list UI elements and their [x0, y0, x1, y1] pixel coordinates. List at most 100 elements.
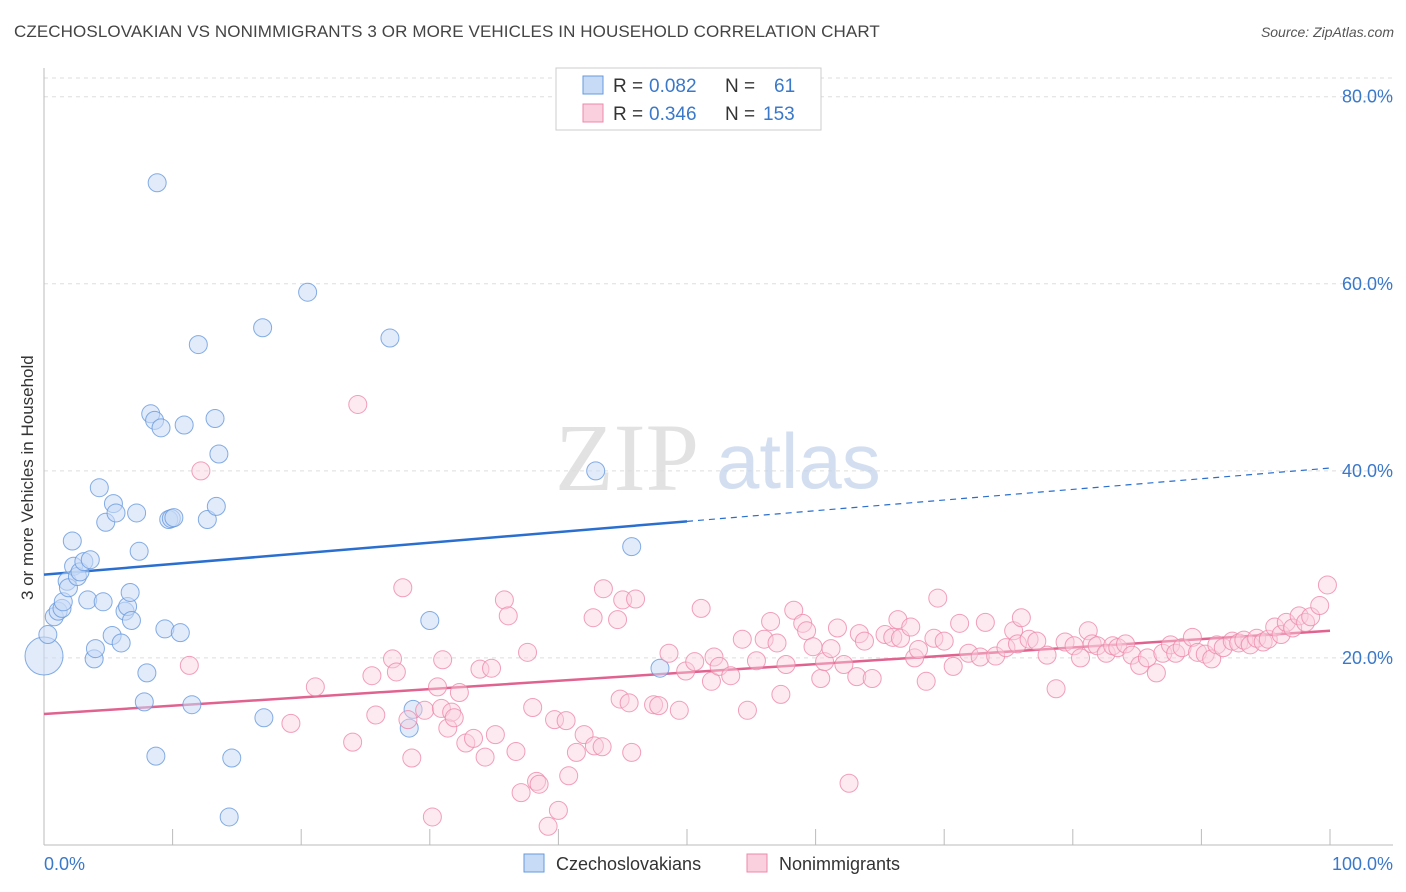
nonimmigrant-point — [422, 807, 442, 827]
grid-lines — [44, 77, 1393, 659]
czechoslovakian-point — [420, 611, 440, 631]
nonimmigrant-point — [685, 652, 705, 672]
czechoslovakian-point — [137, 663, 157, 683]
nonimmigrant-point — [797, 621, 817, 641]
source-label: Source: ZipAtlas.com — [1260, 24, 1394, 40]
nonimmigrant-point — [449, 683, 469, 703]
nonimmigrant-point — [803, 637, 823, 657]
czechoslovakian-point — [111, 633, 131, 653]
czechoslovakian-point — [80, 550, 100, 570]
watermark: ZIP atlas — [555, 404, 881, 511]
czechoslovakian-point — [254, 708, 274, 728]
legend-swatch-czechoslovakians — [582, 75, 604, 95]
nonimmigrant-point — [847, 667, 867, 687]
czechoslovakian-point — [89, 478, 109, 498]
czechoslovakian-point — [222, 748, 242, 768]
nonimmigrant-point — [518, 642, 538, 662]
czechoslovakian-point — [151, 418, 171, 438]
czechoslovakian-point — [38, 625, 58, 645]
nonimmigrant-point — [1229, 633, 1249, 653]
nonimmigrant-point — [784, 600, 804, 620]
nonimmigrant-point — [669, 700, 689, 720]
bottom-legend-swatch-nonimmigrants — [746, 853, 768, 873]
nonimmigrant-point — [506, 741, 526, 761]
bottom-legend-label-nonimmigrants: Nonimmigrants — [779, 854, 900, 874]
nonimmigrant-point — [1317, 575, 1337, 595]
nonimmigrant-point — [771, 684, 791, 704]
czechoslovakian-point — [170, 623, 190, 643]
stats-legend: R = 0.082 N = 61 R = 0.346 N = 153 — [555, 67, 822, 131]
nonimmigrant-point — [649, 696, 669, 716]
nonimmigrant-point — [386, 662, 406, 682]
nonimmigrant-point — [1071, 648, 1091, 668]
nonimmigrant-point — [1037, 645, 1057, 665]
legend-swatch-nonimmigrants — [582, 103, 604, 123]
nonimmigrant-point — [928, 588, 948, 608]
nonimmigrant-point — [482, 658, 502, 678]
nonimmigrant-trend-line — [43, 629, 1331, 716]
czechoslovakian-point — [205, 408, 225, 428]
czechoslovakian-point — [129, 541, 149, 561]
y-tick-label: 80.0% — [1342, 87, 1393, 107]
data-points — [24, 173, 1337, 836]
nonimmigrant-point — [737, 700, 757, 720]
nonimmigrant-point — [1146, 663, 1166, 683]
nonimmigrant-point — [428, 677, 448, 697]
nonimmigrant-point — [827, 618, 847, 638]
nonimmigrant-point — [281, 713, 301, 733]
czechoslovakian-point — [85, 639, 105, 659]
czechoslovakian-point — [197, 509, 217, 529]
watermark-atlas: atlas — [716, 417, 881, 505]
nonimmigrant-point — [901, 617, 921, 637]
czechoslovakian-trend-extension — [686, 467, 1331, 522]
nonimmigrant-point — [950, 613, 970, 633]
legend-r-label-2: R = — [613, 104, 643, 125]
czechoslovakian-point — [62, 531, 82, 551]
nonimmigrant-point — [511, 783, 531, 803]
nonimmigrant-point — [1019, 629, 1039, 649]
nonimmigrant-point — [523, 698, 543, 718]
nonimmigrant-point — [494, 590, 514, 610]
czechoslovakian-point — [298, 282, 318, 302]
nonimmigrant-point — [1130, 655, 1150, 675]
nonimmigrant-point — [485, 725, 505, 745]
czechoslovakian-point — [253, 318, 273, 338]
nonimmigrant-point — [659, 643, 679, 663]
nonimmigrant-point — [839, 773, 859, 793]
series-czechoslovakians — [24, 173, 670, 827]
czechoslovakian-point — [219, 807, 239, 827]
nonimmigrant-point — [464, 728, 484, 748]
y-axis-label: 3 or more Vehicles in Household — [18, 355, 37, 600]
nonimmigrant-point — [746, 651, 766, 671]
czechoslovakian-point — [206, 496, 226, 516]
nonimmigrant-point — [1258, 629, 1278, 649]
axes — [43, 68, 1393, 846]
czechoslovakian-point — [650, 658, 670, 678]
nonimmigrant-point — [431, 698, 451, 718]
nonimmigrant-point — [1253, 632, 1273, 652]
legend-r-label-1: R = — [613, 76, 643, 97]
nonimmigrant-point — [1122, 645, 1142, 665]
y-tick-label: 20.0% — [1342, 648, 1393, 668]
nonimmigrant-point — [393, 578, 413, 598]
nonimmigrant-point — [559, 766, 579, 786]
czechoslovakian-point — [622, 537, 642, 557]
bottom-legend-label-czechoslovakians: Czechoslovakians — [556, 854, 701, 874]
nonimmigrant-point — [179, 655, 199, 675]
nonimmigrant-point — [362, 666, 382, 686]
y-tick-label: 40.0% — [1342, 461, 1393, 481]
legend-r-value-2: 0.346 — [649, 104, 697, 125]
nonimmigrant-point — [959, 643, 979, 663]
nonimmigrant-point — [444, 708, 464, 728]
nonimmigrant-point — [438, 718, 458, 738]
nonimmigrant-point — [433, 650, 453, 670]
nonimmigrant-point — [583, 608, 603, 628]
series-nonimmigrants — [179, 394, 1337, 836]
czechoslovakian-point — [182, 695, 202, 715]
nonimmigrant-point — [875, 625, 895, 645]
nonimmigrant-point — [732, 629, 752, 649]
nonimmigrant-point — [529, 774, 549, 794]
nonimmigrant-point — [776, 654, 796, 674]
nonimmigrant-point — [883, 627, 903, 647]
